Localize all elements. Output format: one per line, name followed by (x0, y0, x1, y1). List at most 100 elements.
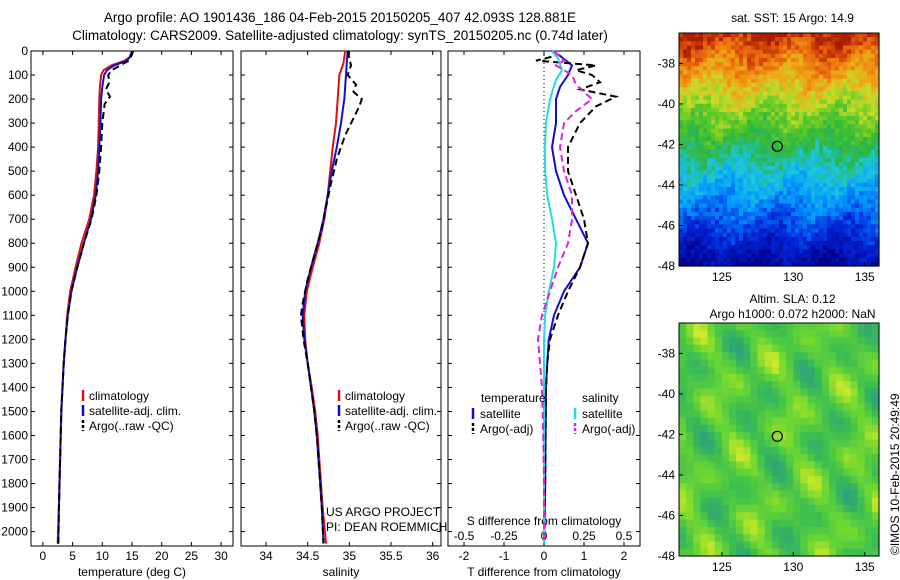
sla-cell (729, 519, 737, 528)
sla-cell (857, 439, 866, 448)
sla-cell (679, 512, 687, 521)
sst-cell (767, 241, 772, 246)
sla-cell (829, 344, 837, 353)
sst-cell (731, 153, 736, 159)
sst-cell (711, 41, 716, 47)
sst-cell (855, 107, 860, 113)
sst-cell (775, 137, 780, 142)
sst-cell (791, 161, 796, 167)
sst-cell (683, 128, 688, 134)
salinity-frame (240, 50, 442, 547)
sst-cell (791, 37, 796, 42)
sst-cell (711, 120, 716, 126)
sst-cell (795, 145, 800, 151)
sst-cell (847, 236, 852, 242)
sst-cell (719, 257, 724, 263)
sst-cell (711, 33, 716, 38)
sst-cell (843, 82, 848, 88)
sla-cell (864, 417, 873, 426)
sst-cell (803, 203, 808, 209)
sst-cell (807, 99, 812, 105)
sst-cell (739, 170, 744, 176)
sst-cell (739, 178, 744, 184)
sst-cell (719, 99, 724, 105)
sst-cell (755, 132, 760, 138)
sst-cell (847, 87, 852, 92)
sla-cell (800, 475, 809, 484)
sst-cell (871, 195, 876, 201)
sla-cell (700, 541, 709, 550)
sla-cell (843, 395, 852, 404)
sla-cell (864, 497, 873, 506)
sst-cell (843, 211, 848, 217)
sst-cell (747, 228, 752, 234)
sst-cell (779, 257, 784, 263)
sla-cell (850, 410, 859, 419)
sst-cell (679, 70, 684, 76)
sla-cell (829, 461, 837, 470)
sst-cell (727, 53, 732, 59)
sst-cell (759, 107, 764, 113)
sla-cell (857, 323, 866, 331)
sst-cell (851, 120, 856, 126)
sla-cell (750, 352, 759, 361)
sst-cell (695, 120, 700, 126)
sst-cell (775, 33, 780, 38)
sst-cell (787, 195, 792, 201)
sst-cell (779, 53, 784, 59)
sst-cell (683, 195, 688, 201)
sst-cell (731, 224, 736, 230)
sst-cell (863, 257, 868, 263)
sla-cell (807, 505, 816, 513)
sst-cell (711, 78, 716, 84)
sla-cell (700, 534, 709, 543)
sla-cell (871, 446, 880, 455)
map-x-tick-label: 135 (855, 270, 875, 284)
sst-cell (783, 116, 788, 121)
sst-cell (803, 137, 808, 142)
sst-cell (799, 87, 804, 92)
sst-cell (783, 153, 788, 159)
sst-cell (751, 37, 756, 42)
sla-cell (771, 446, 780, 455)
sst-cell (855, 124, 860, 130)
sla-cell (786, 512, 794, 521)
sst-cell (823, 174, 828, 180)
sst-cell (687, 66, 692, 72)
sst-cell (839, 120, 844, 126)
sst-cell (819, 166, 824, 171)
sst-cell (803, 141, 808, 146)
sla-cell (786, 337, 794, 346)
sst-cell (799, 191, 804, 196)
sst-cell (727, 199, 732, 205)
sst-cell (759, 191, 764, 196)
sst-cell (695, 257, 700, 263)
sla-cell (864, 330, 873, 339)
sst-cell (695, 161, 700, 167)
sst-cell (683, 170, 688, 176)
sst-cell (871, 99, 876, 105)
sst-cell (775, 199, 780, 205)
sla-cell (786, 359, 794, 368)
sst-cell (791, 195, 796, 201)
sla-cell (714, 417, 723, 426)
x-tick-label: 30 (214, 549, 228, 563)
sst-cell (859, 107, 864, 113)
sst-cell (867, 236, 872, 242)
sla-cell (714, 424, 723, 433)
sst-cell (831, 141, 836, 146)
sst-cell (723, 228, 728, 234)
sla-cell (707, 395, 716, 404)
sst-cell (731, 161, 736, 167)
map-x-tick-label: 125 (712, 560, 732, 574)
map-x-tick-label: 130 (783, 560, 803, 574)
sla-cell (871, 424, 880, 433)
sla-cell (743, 424, 752, 433)
sst-cell (799, 33, 804, 38)
sst-cell (739, 153, 744, 159)
sst-cell (863, 249, 868, 255)
sst-cell (683, 70, 688, 76)
sst-cell (771, 132, 776, 138)
sst-cell (819, 45, 824, 51)
sst-cell (871, 249, 876, 255)
